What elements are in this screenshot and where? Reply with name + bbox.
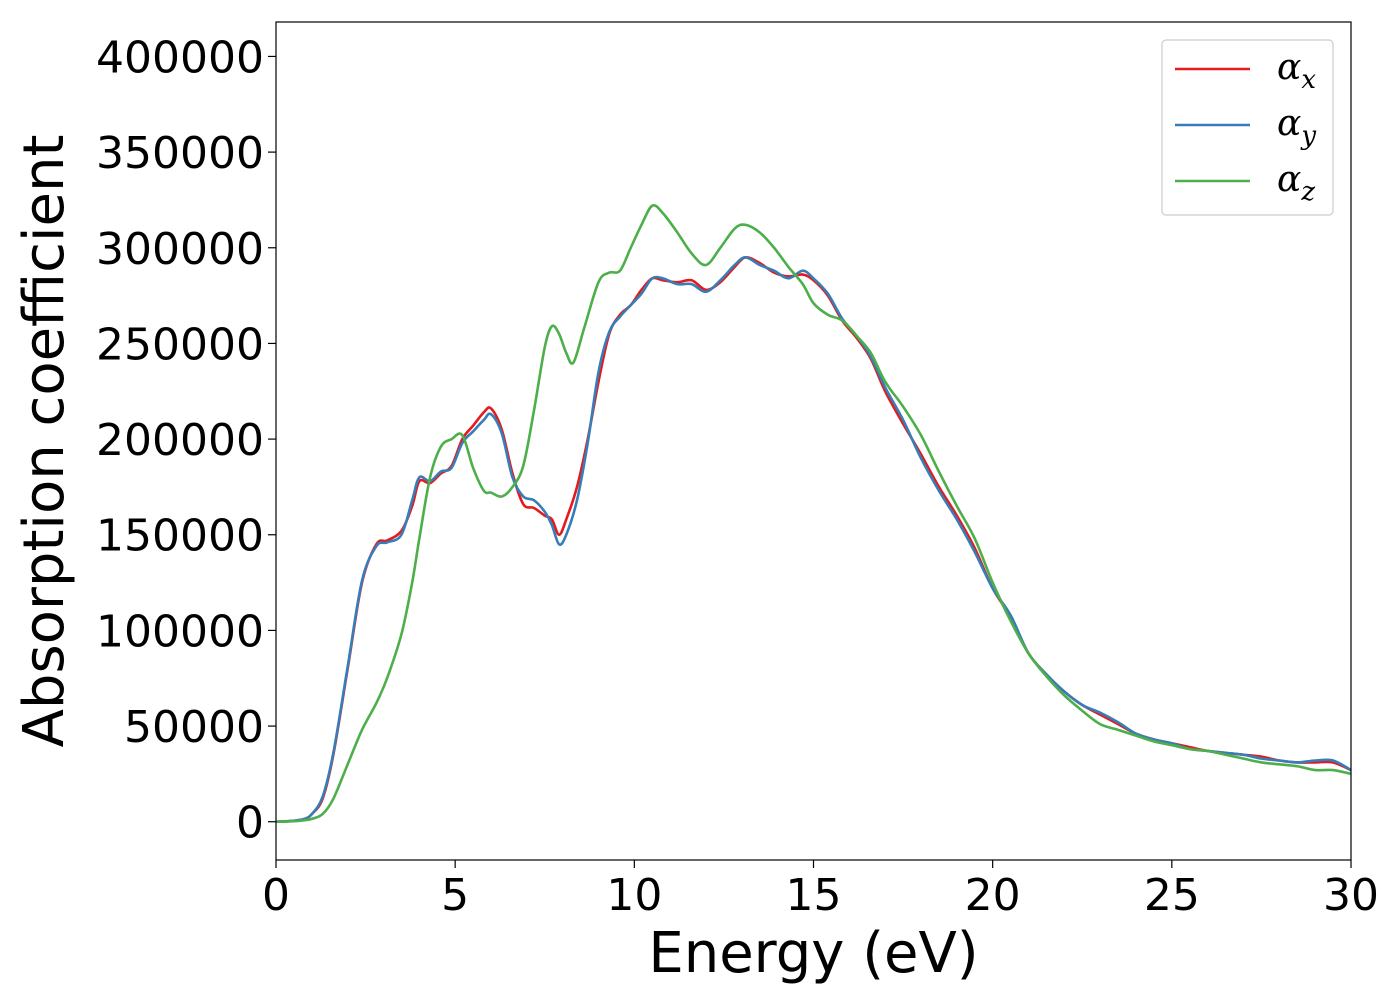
x-tick-label: 20 <box>965 870 1021 921</box>
y-tick-label: 0 <box>236 798 264 849</box>
legend-label: αy <box>1277 103 1316 151</box>
x-tick-label: 0 <box>262 870 290 921</box>
legend-entry-z: αz <box>1175 159 1315 207</box>
y-tick-label: 250000 <box>96 319 264 370</box>
legend-entry-y: αy <box>1175 103 1316 151</box>
y-tick-label: 350000 <box>96 128 264 179</box>
x-tick-label: 25 <box>1144 870 1200 921</box>
y-tick-label: 200000 <box>96 415 264 466</box>
y-tick-label: 150000 <box>96 511 264 562</box>
series-layer <box>276 203 1351 824</box>
x-tick-label: 15 <box>786 870 842 921</box>
x-tick-label: 30 <box>1323 870 1379 921</box>
x-axis-label: Energy (eV) <box>648 921 978 986</box>
y-axis-label: Absorption coefficient <box>12 135 77 748</box>
legend: αx αy αz <box>1161 39 1334 216</box>
series-line-y <box>276 256 1351 824</box>
legend-label: αz <box>1277 159 1315 207</box>
x-axis: 0 5 10 15 20 25 30 <box>262 860 1379 921</box>
y-tick-label: 300000 <box>96 224 264 275</box>
y-axis: 0 50000 100000 150000 200000 250000 300000 3500… <box>96 32 276 849</box>
x-tick-label: 5 <box>441 870 469 921</box>
x-tick-label: 10 <box>606 870 662 921</box>
y-tick-label: 400000 <box>96 32 264 83</box>
y-tick-label: 100000 <box>96 606 264 657</box>
y-tick-label: 50000 <box>124 702 264 753</box>
legend-box <box>1161 39 1334 216</box>
series-line-x <box>276 255 1351 824</box>
legend-entry-x: αx <box>1175 47 1316 95</box>
legend-label: αx <box>1277 47 1316 95</box>
series-line-z <box>276 203 1351 824</box>
